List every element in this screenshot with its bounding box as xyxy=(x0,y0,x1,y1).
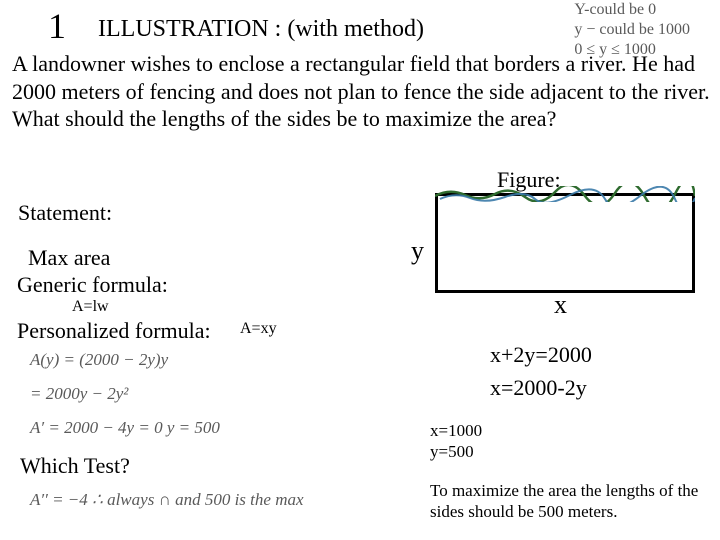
section-number: 1 xyxy=(48,5,66,47)
rectangle-figure xyxy=(435,193,695,293)
conclusion-text: To maximize the area the lengths of the … xyxy=(430,480,708,523)
equation-4: A′′ = −4 ∴ always ∩ and 500 is the max xyxy=(30,490,304,510)
constraint-eq-1: x+2y=2000 xyxy=(490,342,592,368)
section-title: ILLUSTRATION : (with method) xyxy=(98,16,424,43)
solutions-block: x=1000 y=500 xyxy=(430,420,482,463)
formula-a-xy: A=xy xyxy=(240,320,277,338)
statement-label: Statement: xyxy=(18,200,112,226)
which-test-label: Which Test? xyxy=(20,453,130,479)
personalized-formula-label: Personalized formula: xyxy=(17,318,211,344)
formula-a-lw: A=lw xyxy=(72,298,109,316)
solution-x: x=1000 xyxy=(430,420,482,441)
figure-y-label: y xyxy=(411,236,424,266)
max-area-label: Max area xyxy=(28,245,110,271)
generic-formula-label: Generic formula: xyxy=(17,272,168,298)
problem-text: A landowner wishes to enclose a rectangu… xyxy=(12,50,710,133)
page-root: { "header": { "number": "1", "title": "I… xyxy=(0,0,720,540)
note-line-1: Y-could be 0 xyxy=(574,0,690,20)
constraint-eq-2: x=2000-2y xyxy=(490,375,587,401)
figure-x-label: x xyxy=(554,290,567,320)
equation-2: = 2000y − 2y² xyxy=(30,384,128,404)
equation-1: A(y) = (2000 − 2y)y xyxy=(30,350,168,370)
river-icon xyxy=(435,186,695,202)
note-line-2: y − could be 1000 xyxy=(574,20,690,40)
solution-y: y=500 xyxy=(430,441,482,462)
equation-3: A′ = 2000 − 4y = 0 y = 500 xyxy=(30,418,220,438)
